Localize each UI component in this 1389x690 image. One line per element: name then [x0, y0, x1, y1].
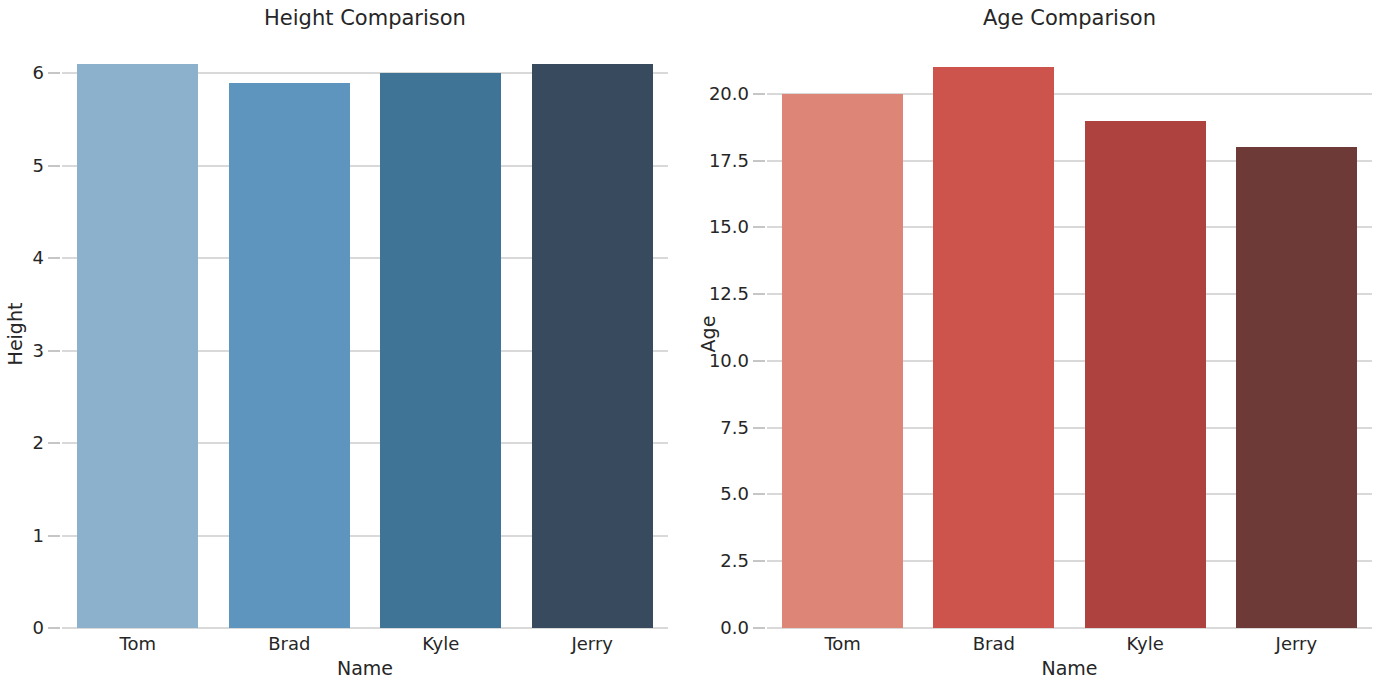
- y-tick-mark: [753, 360, 765, 362]
- bar-jerry: [1236, 147, 1357, 628]
- y-tick-mark: [753, 93, 765, 95]
- age-comparison-chart: 0.0 2.5 5.0 7.5 10.0 12.5 15.0 17.5 20.0 TomBradK…: [0, 0, 1389, 690]
- x-tick-label: Brad: [914, 633, 1074, 655]
- y-tick-mark: [753, 627, 765, 629]
- bar-kyle: [1085, 121, 1206, 628]
- x-tick-label: Tom: [763, 633, 923, 655]
- chart-title: Age Comparison: [820, 6, 1320, 30]
- y-axis-title: Age: [697, 316, 719, 353]
- y-tick-label: 0.0: [679, 617, 749, 639]
- y-tick-label: 2.5: [679, 550, 749, 572]
- figure-canvas: 0123456TomBradKyleJerryHeight Comparison…: [0, 0, 1389, 690]
- bar-brad: [933, 67, 1054, 628]
- y-tick-mark: [753, 493, 765, 495]
- x-axis-title: Name: [970, 657, 1170, 679]
- y-tick-mark: [753, 293, 765, 295]
- y-tick-label: 5.0: [679, 483, 749, 505]
- y-tick-label: 12.5: [679, 283, 749, 305]
- y-tick-label: 7.5: [679, 417, 749, 439]
- y-tick-mark: [753, 160, 765, 162]
- bar-tom: [782, 94, 903, 628]
- y-tick-label: 10.0: [679, 350, 749, 372]
- x-tick-label: Kyle: [1065, 633, 1225, 655]
- y-tick-label: 20.0: [679, 83, 749, 105]
- y-tick-mark: [753, 226, 765, 228]
- y-tick-mark: [753, 560, 765, 562]
- y-tick-label: 17.5: [679, 150, 749, 172]
- y-tick-mark: [753, 427, 765, 429]
- x-tick-label: Jerry: [1216, 633, 1376, 655]
- y-tick-label: 15.0: [679, 216, 749, 238]
